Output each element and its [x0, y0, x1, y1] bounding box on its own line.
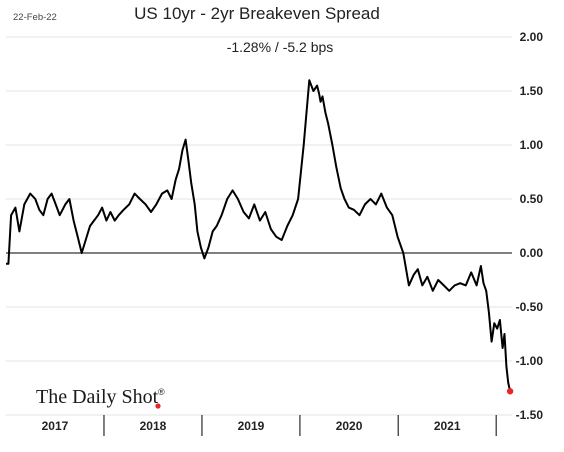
y-tick-label: 0.50 [520, 192, 544, 206]
y-tick-label: -0.50 [516, 300, 544, 314]
series-line [6, 79, 512, 392]
y-tick-label: 0.00 [520, 246, 544, 260]
x-tick-label: 2018 [140, 419, 167, 433]
y-axis: 2.00 1.50 1.00 0.50 0.00 -0.50 -1.00 -1.50 [516, 30, 544, 422]
x-tick-label: 2020 [336, 419, 363, 433]
brand-registered-mark: ® [158, 387, 165, 397]
y-tick-label: -1.00 [516, 354, 544, 368]
y-tick-label: 2.00 [520, 30, 544, 44]
y-tick-label: -1.50 [516, 408, 544, 422]
y-tick-label: 1.00 [520, 138, 544, 152]
chart-date: 22-Feb-22 [13, 12, 57, 23]
brand-text: The Daily Shot [36, 386, 159, 408]
x-tick-label: 2017 [42, 419, 69, 433]
x-tick-label: 2021 [434, 419, 461, 433]
brand-logo: The Daily Shot ® [36, 386, 165, 409]
brand-dot [155, 403, 161, 409]
chart-subtitle: -1.28% / -5.2 bps [227, 39, 334, 55]
x-axis: 2017 2018 2019 2020 2021 [42, 415, 497, 436]
chart-title: US 10yr - 2yr Breakeven Spread [134, 4, 380, 23]
x-tick-label: 2019 [238, 419, 265, 433]
end-marker [506, 388, 514, 395]
grid [6, 36, 512, 416]
y-tick-label: 1.50 [520, 84, 544, 98]
